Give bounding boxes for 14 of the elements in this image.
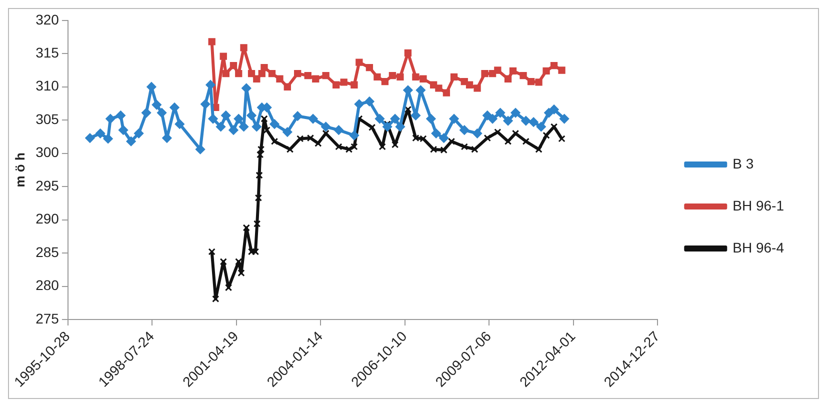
y-axis-title: m ö h: [12, 152, 28, 188]
y-tick-label: 280: [36, 277, 60, 294]
y-tick-label: 290: [36, 210, 60, 227]
y-tick-label: 285: [36, 244, 60, 260]
y-tick-label: 295: [36, 177, 60, 194]
legend-label: BH 96-1: [732, 197, 784, 214]
y-tick-label: 300: [36, 144, 60, 160]
legend-label: B 3: [732, 155, 754, 172]
y-tick-label: 320: [36, 11, 60, 28]
y-tick-label: 315: [36, 44, 60, 60]
y-tick-label: 275: [36, 310, 60, 326]
y-tick-label: 305: [36, 110, 60, 127]
y-tick-label: 310: [36, 78, 60, 94]
legend-label: BH 96-4: [732, 239, 784, 256]
